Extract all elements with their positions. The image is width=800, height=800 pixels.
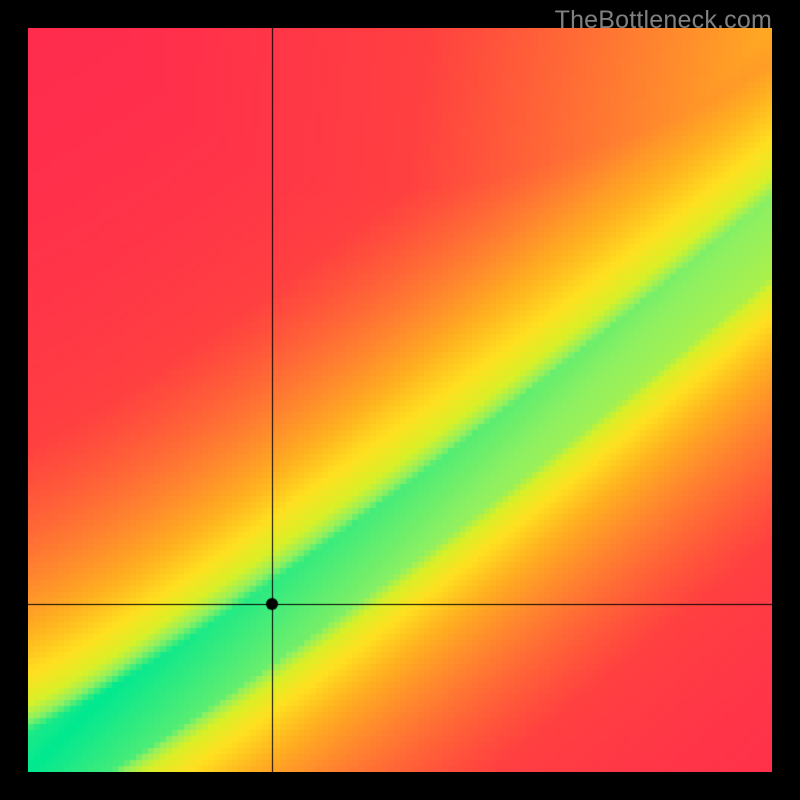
- watermark-text: TheBottleneck.com: [555, 6, 772, 35]
- bottleneck-heatmap: [28, 28, 772, 772]
- chart-container: TheBottleneck.com: [0, 0, 800, 800]
